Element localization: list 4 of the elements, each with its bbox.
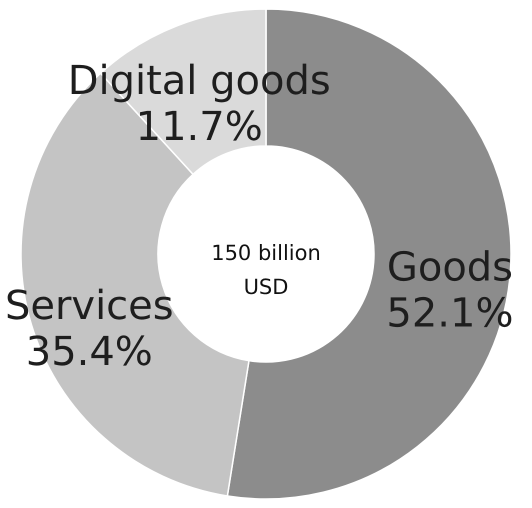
data-label: 11.7% (136, 104, 263, 150)
text: 150 billion USD (211, 241, 321, 299)
data-label: 35.4% (26, 329, 153, 375)
slice-label: Services (4, 283, 174, 329)
